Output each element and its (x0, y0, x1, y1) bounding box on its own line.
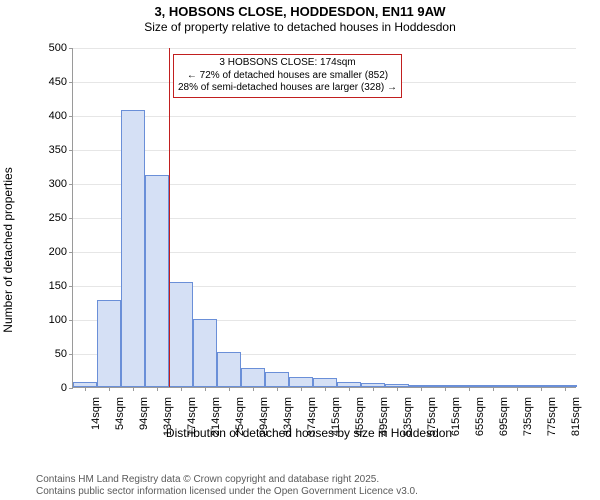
y-tick-label: 100 (49, 314, 73, 326)
x-tick-mark (541, 387, 542, 391)
page-title: 3, HOBSONS CLOSE, HODDESDON, EN11 9AW (0, 4, 600, 19)
x-tick-mark (253, 387, 254, 391)
y-axis-label: Number of detached properties (1, 167, 15, 332)
plot-area: 3 HOBSONS CLOSE: 174sqm ← 72% of detache… (72, 48, 576, 388)
y-tick-label: 300 (49, 178, 73, 190)
footer-line-1: Contains HM Land Registry data © Crown c… (36, 474, 418, 486)
x-tick-label: 54sqm (114, 391, 126, 430)
histogram-bar (193, 319, 217, 387)
histogram-bar (289, 377, 313, 387)
callout-line-1: 3 HOBSONS CLOSE: 174sqm (178, 57, 397, 70)
x-tick-label: 94sqm (138, 391, 150, 430)
x-tick-mark (445, 387, 446, 391)
callout-line-3: 28% of semi-detached houses are larger (… (178, 82, 397, 95)
x-tick-mark (181, 387, 182, 391)
histogram-bar (265, 372, 289, 387)
y-tick-label: 350 (49, 144, 73, 156)
x-axis-label: Distribution of detached houses by size … (36, 426, 582, 440)
property-marker-line (169, 48, 170, 387)
x-tick-mark (205, 387, 206, 391)
y-tick-label: 450 (49, 76, 73, 88)
x-tick-mark (325, 387, 326, 391)
x-tick-mark (109, 387, 110, 391)
x-tick-mark (301, 387, 302, 391)
x-tick-mark (469, 387, 470, 391)
x-tick-mark (229, 387, 230, 391)
y-tick-label: 0 (61, 382, 73, 394)
y-tick-label: 400 (49, 110, 73, 122)
x-tick-mark (133, 387, 134, 391)
histogram-bar (97, 300, 121, 387)
callout-line-2: ← 72% of detached houses are smaller (85… (178, 70, 397, 83)
grid-line (73, 150, 576, 151)
grid-line (73, 116, 576, 117)
grid-line (73, 48, 576, 49)
footer-line-2: Contains public sector information licen… (36, 486, 418, 498)
x-tick-mark (373, 387, 374, 391)
histogram-chart: Number of detached properties 3 HOBSONS … (36, 44, 582, 442)
x-tick-mark (565, 387, 566, 391)
y-tick-label: 50 (55, 348, 73, 360)
attribution-footer: Contains HM Land Registry data © Crown c… (36, 474, 418, 498)
x-tick-mark (397, 387, 398, 391)
x-tick-mark (421, 387, 422, 391)
x-tick-label: 14sqm (90, 391, 102, 430)
x-tick-mark (85, 387, 86, 391)
x-tick-mark (157, 387, 158, 391)
x-tick-mark (277, 387, 278, 391)
histogram-bar (169, 282, 193, 387)
x-tick-mark (493, 387, 494, 391)
marker-callout: 3 HOBSONS CLOSE: 174sqm ← 72% of detache… (173, 54, 402, 98)
histogram-bar (121, 110, 145, 387)
histogram-bar (217, 352, 241, 387)
x-tick-mark (517, 387, 518, 391)
x-tick-mark (349, 387, 350, 391)
y-tick-label: 200 (49, 246, 73, 258)
histogram-bar (313, 378, 337, 387)
page-subtitle: Size of property relative to detached ho… (0, 20, 600, 34)
y-tick-label: 500 (49, 42, 73, 54)
histogram-bar (145, 175, 169, 387)
histogram-bar (241, 368, 265, 387)
y-tick-label: 150 (49, 280, 73, 292)
y-tick-label: 250 (49, 212, 73, 224)
